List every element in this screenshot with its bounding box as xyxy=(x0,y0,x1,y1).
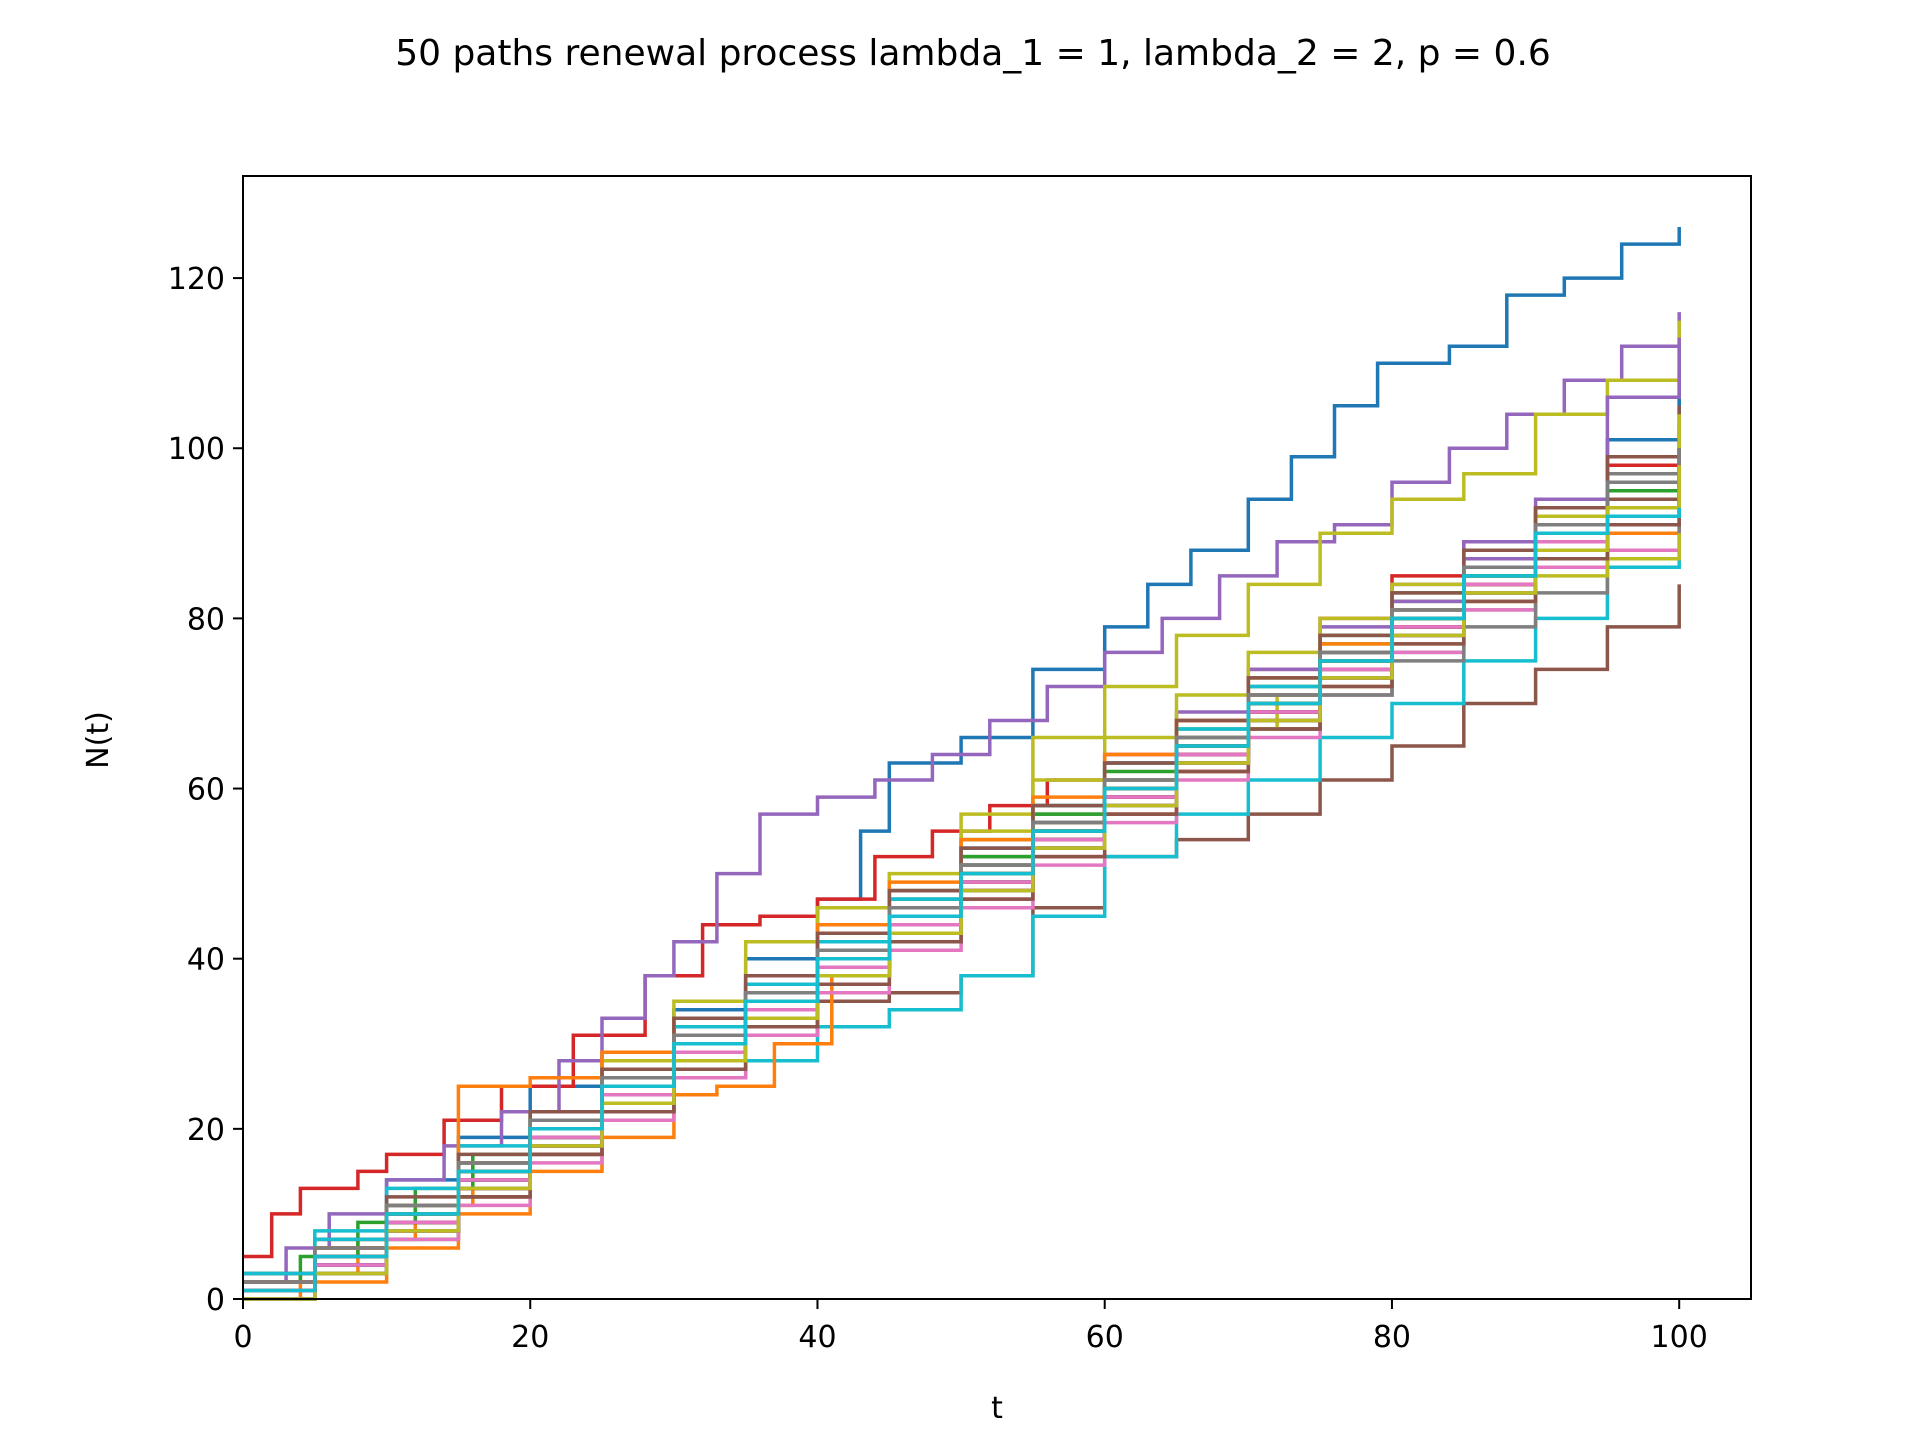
plot-frame xyxy=(242,175,1752,1300)
x-tick-label: 60 xyxy=(1086,1320,1124,1355)
y-tick-label: 120 xyxy=(168,262,225,297)
y-tick-label: 0 xyxy=(206,1283,225,1318)
x-tick-label: 40 xyxy=(798,1320,836,1355)
y-tick-label: 100 xyxy=(168,432,225,467)
y-ticks: 0 20 40 60 80 100 120 xyxy=(168,262,243,1318)
x-tick-label: 100 xyxy=(1651,1320,1708,1355)
y-tick-label: 80 xyxy=(187,602,225,637)
series-layer xyxy=(243,227,1681,1301)
series-path-4 xyxy=(243,422,1681,1259)
x-tick-label: 20 xyxy=(511,1320,549,1355)
x-tick-label: 0 xyxy=(233,1320,252,1355)
y-axis-label: N(t) xyxy=(81,711,116,769)
x-axis-label: t xyxy=(991,1391,1003,1426)
series-path-50 xyxy=(243,507,1681,1293)
y-tick-label: 40 xyxy=(187,943,225,978)
y-tick-label: 20 xyxy=(187,1113,225,1148)
chart-title: 50 paths renewal process lambda_1 = 1, l… xyxy=(395,33,1551,74)
y-tick-label: 60 xyxy=(187,773,225,808)
x-tick-label: 80 xyxy=(1373,1320,1411,1355)
x-ticks: 0 20 40 60 80 100 xyxy=(233,1299,1708,1355)
